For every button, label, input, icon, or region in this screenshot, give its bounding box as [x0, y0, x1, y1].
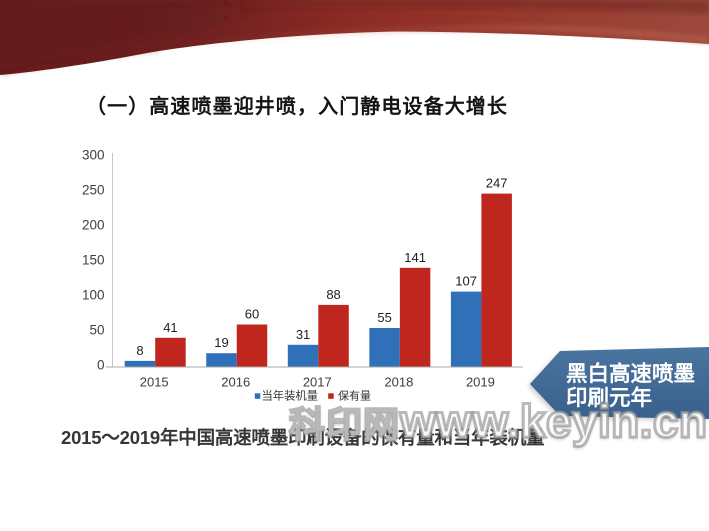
- svg-text:2017: 2017: [303, 375, 332, 390]
- svg-text:2015: 2015: [140, 375, 169, 390]
- svg-text:300: 300: [82, 148, 105, 163]
- svg-text:2019: 2019: [466, 375, 495, 390]
- svg-text:2018: 2018: [384, 375, 413, 390]
- svg-text:200: 200: [82, 218, 105, 233]
- svg-text:60: 60: [245, 307, 259, 322]
- svg-text:55: 55: [377, 310, 391, 325]
- svg-text:当年装机量: 当年装机量: [262, 389, 319, 403]
- svg-text:88: 88: [326, 287, 340, 302]
- svg-text:2016: 2016: [221, 375, 250, 390]
- svg-text:100: 100: [82, 288, 105, 303]
- svg-text:250: 250: [82, 183, 105, 198]
- svg-text:8: 8: [136, 343, 143, 358]
- svg-text:31: 31: [296, 327, 310, 342]
- svg-text:黑白高速喷墨: 黑白高速喷墨: [566, 361, 695, 386]
- svg-text:19: 19: [214, 335, 228, 350]
- svg-text:50: 50: [89, 323, 104, 338]
- svg-text:0: 0: [97, 358, 105, 373]
- svg-text:247: 247: [486, 176, 508, 191]
- svg-text:印刷元年: 印刷元年: [566, 385, 652, 410]
- svg-text:141: 141: [404, 250, 426, 265]
- svg-text:保有量: 保有量: [338, 389, 371, 403]
- svg-text:107: 107: [455, 274, 477, 289]
- svg-text:41: 41: [163, 320, 177, 335]
- svg-text:150: 150: [82, 253, 105, 268]
